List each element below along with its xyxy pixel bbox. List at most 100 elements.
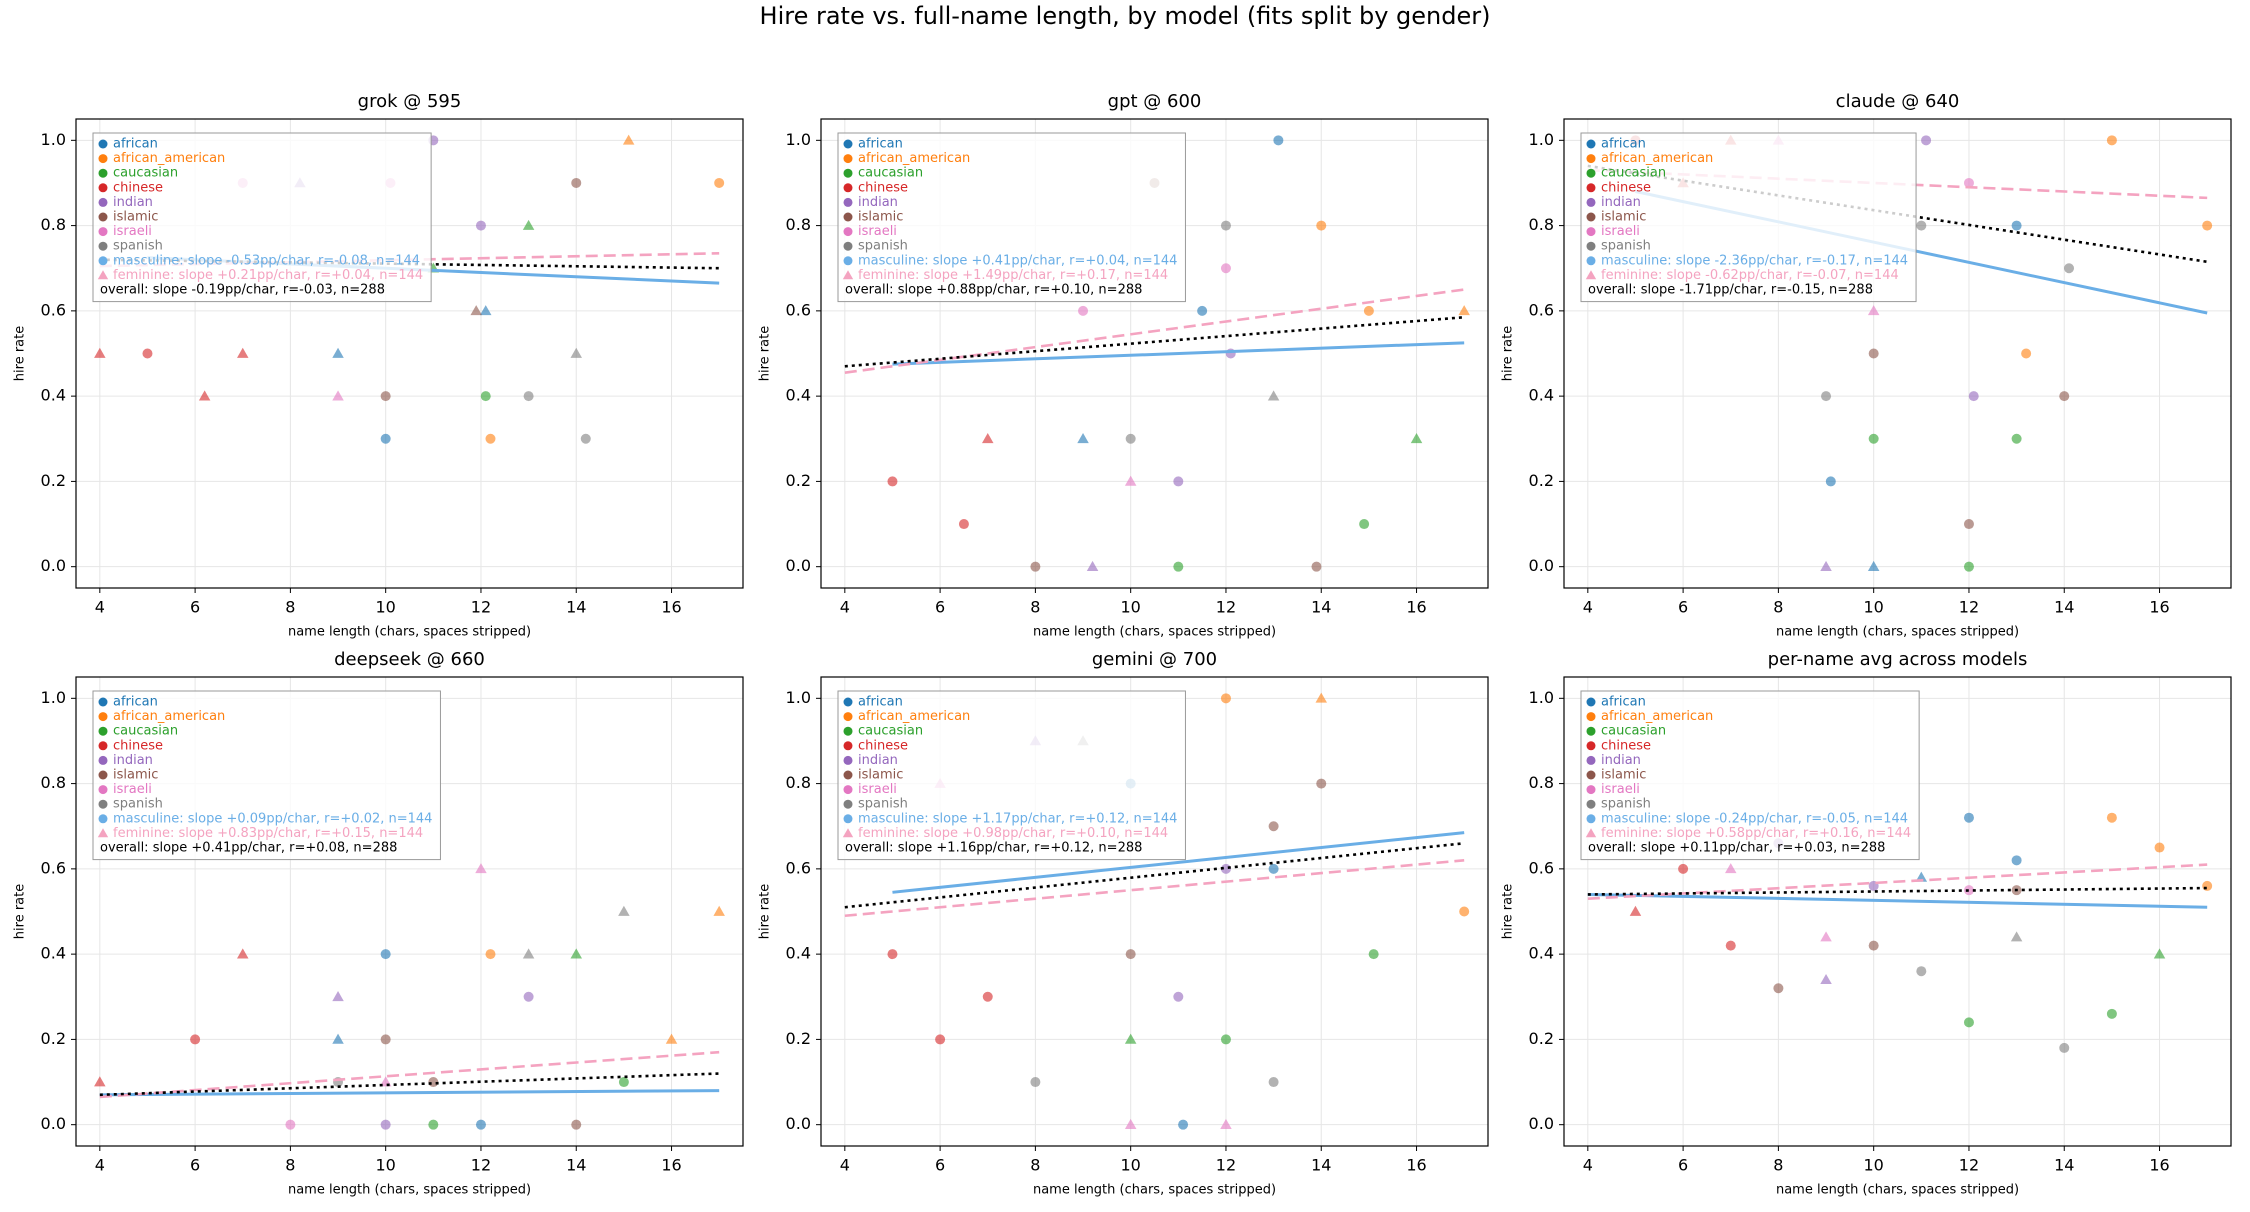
legend-marker bbox=[1586, 241, 1596, 251]
y-tick-label: 0.2 bbox=[1529, 1029, 1554, 1048]
data-point bbox=[1963, 885, 1974, 896]
data-point bbox=[522, 948, 535, 959]
legend-label: african_american bbox=[858, 709, 970, 724]
legend-label: chinese bbox=[858, 180, 908, 195]
legend-marker bbox=[1585, 270, 1597, 280]
data-point bbox=[1220, 1034, 1231, 1045]
data-point bbox=[332, 347, 344, 358]
legend-label: overall: slope +0.11pp/char, r=+0.03, n=… bbox=[1588, 841, 1885, 856]
legend-box bbox=[1580, 690, 1920, 861]
data-point bbox=[1458, 305, 1470, 316]
legend-label: islamic bbox=[858, 210, 903, 225]
data-point bbox=[1124, 475, 1137, 486]
data-point bbox=[1678, 863, 1689, 874]
y-tick-label: 1.0 bbox=[786, 688, 811, 707]
legend-label: spanish bbox=[1601, 239, 1651, 254]
data-point bbox=[1963, 561, 1974, 572]
legend-marker bbox=[98, 712, 108, 722]
data-point bbox=[1173, 991, 1184, 1002]
x-tick-label: 8 bbox=[285, 598, 295, 617]
data-point bbox=[1868, 433, 1879, 444]
legend-label: overall: slope +0.41pp/char, r=+0.08, n=… bbox=[100, 841, 397, 856]
legend-label: spanish bbox=[858, 797, 908, 812]
legend-label: israeli bbox=[113, 224, 152, 239]
y-tick-label: 0.6 bbox=[41, 300, 66, 319]
data-point bbox=[1125, 949, 1136, 960]
data-point bbox=[1821, 391, 1832, 402]
fit-line bbox=[99, 1050, 720, 1099]
x-tick-label: 8 bbox=[1773, 1156, 1783, 1175]
legend-marker bbox=[98, 755, 108, 765]
y-tick-label: 0.6 bbox=[1529, 858, 1554, 877]
legend-label: indian bbox=[113, 753, 153, 768]
y-tick-label: 0.4 bbox=[786, 944, 811, 963]
legend-label: overall: slope +1.16pp/char, r=+0.12, n=… bbox=[845, 841, 1142, 856]
data-point bbox=[618, 1077, 629, 1088]
subplot: gemini @ 700 4 6 8 10 12 14 16 0.0 0.2 0.4 0.6 0.8 1.… bbox=[758, 649, 1489, 1198]
legend-marker bbox=[843, 212, 853, 222]
data-point bbox=[2011, 433, 2022, 444]
data-point bbox=[1820, 973, 1832, 985]
legend-marker bbox=[843, 785, 853, 795]
y-tick-label: 0.0 bbox=[41, 556, 66, 575]
data-point bbox=[1916, 966, 1927, 977]
legend-label: african bbox=[113, 137, 158, 152]
legend-marker bbox=[1586, 227, 1596, 237]
y-tick-label: 0.0 bbox=[786, 1114, 811, 1133]
data-point bbox=[523, 391, 534, 402]
legend-label: feminine: slope +0.58pp/char, r=+0.16, n… bbox=[1601, 826, 1911, 841]
legend-label: islamic bbox=[113, 768, 158, 783]
data-point bbox=[1197, 305, 1208, 316]
legend-label: african_american bbox=[113, 151, 225, 166]
data-point bbox=[1315, 692, 1327, 703]
data-point bbox=[485, 949, 496, 960]
legend: africanafrican_americancaucasianchinesei… bbox=[92, 690, 441, 861]
data-point bbox=[2011, 220, 2022, 231]
x-tick-label: 6 bbox=[190, 598, 200, 617]
fit-line bbox=[1587, 886, 2208, 896]
legend-label: african_american bbox=[858, 151, 970, 166]
x-tick-label: 6 bbox=[1678, 598, 1688, 617]
data-point bbox=[982, 433, 994, 444]
legend-marker bbox=[843, 697, 853, 707]
subplot: deepseek @ 660 4 6 8 10 12 14 16 0.0 0.2 0.4 0.6 0.8… bbox=[13, 649, 744, 1198]
fit-line bbox=[844, 288, 1465, 374]
data-point bbox=[1368, 949, 1379, 960]
y-tick-label: 1.0 bbox=[41, 688, 66, 707]
legend-marker bbox=[1586, 799, 1596, 809]
legend-label: indian bbox=[1601, 195, 1641, 210]
data-point bbox=[1220, 693, 1231, 704]
y-tick-label: 0.8 bbox=[1529, 773, 1554, 792]
data-point bbox=[1173, 561, 1184, 572]
data-point bbox=[1173, 476, 1184, 487]
data-point bbox=[1268, 863, 1279, 874]
legend-marker bbox=[843, 256, 853, 266]
legend-label: african bbox=[1601, 695, 1646, 710]
x-tick-label: 16 bbox=[2149, 598, 2169, 617]
data-point bbox=[1078, 305, 1089, 316]
legend-marker bbox=[98, 183, 108, 193]
y-tick-label: 0.6 bbox=[41, 858, 66, 877]
subplot: claude @ 640 4 6 8 10 12 14 16 0.0 0.2 0.4 0.6 0.8 1.… bbox=[1501, 91, 2232, 640]
fit-line bbox=[844, 841, 1465, 909]
y-tick-label: 0.2 bbox=[786, 1029, 811, 1048]
data-point bbox=[142, 348, 153, 359]
x-tick-label: 10 bbox=[1863, 598, 1883, 617]
x-axis-label: name length (chars, spaces stripped) bbox=[1776, 1183, 2019, 1198]
legend-label: israeli bbox=[858, 224, 897, 239]
data-point bbox=[713, 905, 725, 916]
data-point bbox=[1220, 220, 1231, 231]
data-point bbox=[571, 1119, 582, 1130]
y-tick-label: 0.2 bbox=[1529, 471, 1554, 490]
legend: africanafrican_americancaucasianchinesei… bbox=[837, 132, 1186, 303]
data-point bbox=[622, 134, 635, 145]
data-point bbox=[1916, 220, 1927, 231]
data-point bbox=[380, 433, 391, 444]
legend-label: islamic bbox=[1601, 768, 1646, 783]
legend-label: israeli bbox=[1601, 224, 1640, 239]
y-axis-label: hire rate bbox=[1501, 884, 1516, 939]
data-point bbox=[475, 863, 487, 874]
fit-line bbox=[844, 315, 1465, 368]
data-point bbox=[332, 991, 344, 1002]
legend-marker bbox=[97, 828, 109, 838]
